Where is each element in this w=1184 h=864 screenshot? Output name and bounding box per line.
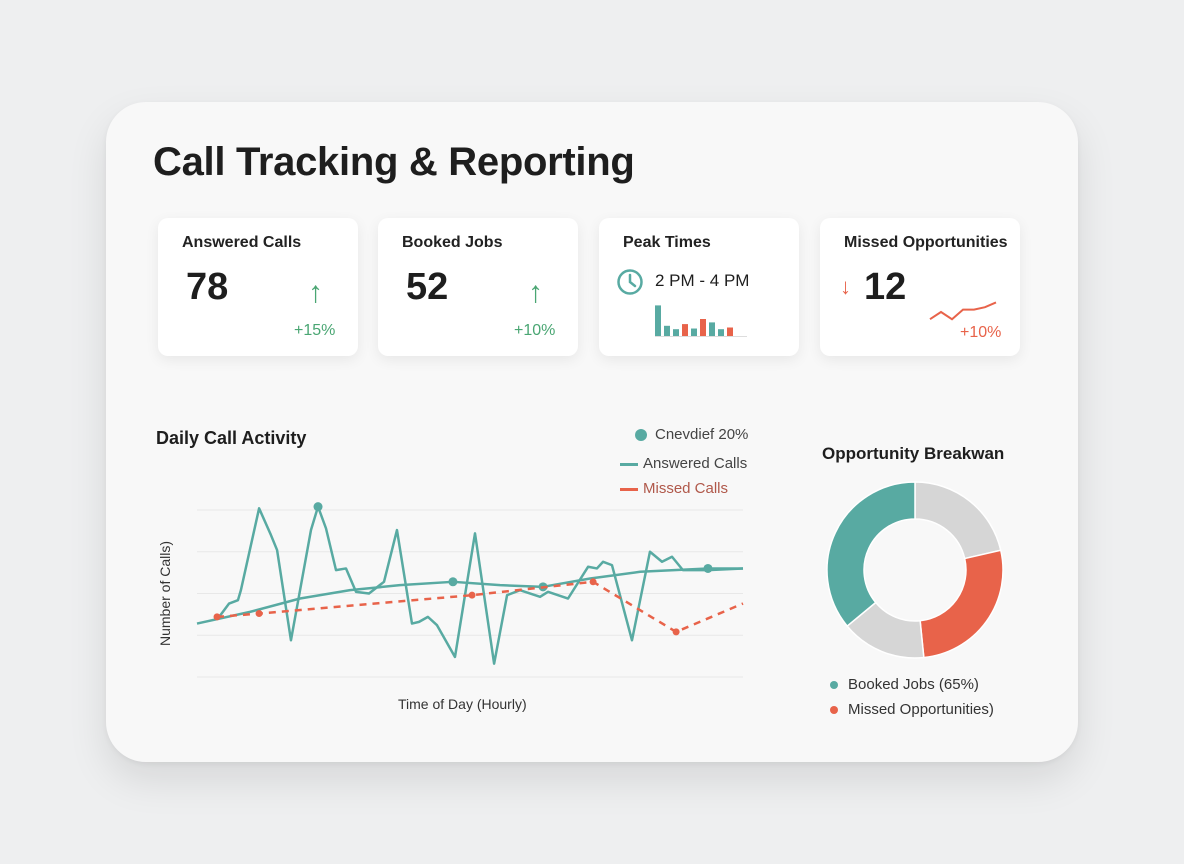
card-label: Missed Opportunities [844, 234, 1008, 251]
data-point [313, 502, 323, 512]
legend-label: Missed Opportunities) [848, 701, 994, 718]
donut-slice-other [914, 481, 1002, 560]
series-missed-calls [216, 580, 744, 634]
missed-opportunities-card[interactable]: Missed Opportunities ↓ 12 +10% [820, 218, 1020, 356]
data-point [672, 628, 680, 636]
card-change: +10% [514, 322, 556, 339]
legend-dot-icon [830, 706, 838, 715]
donut-slice-missed-opportunities [919, 549, 1004, 659]
data-point [255, 610, 263, 618]
answered-calls-card[interactable]: Answered Calls 78 ↑ +15% [158, 218, 358, 356]
legend-item: Booked Jobs (65%) [830, 676, 979, 693]
data-point [589, 578, 597, 586]
peak-bar [691, 328, 697, 336]
legend-item: Missed Calls [620, 480, 728, 497]
data-point [703, 563, 713, 573]
card-label: Booked Jobs [402, 234, 503, 251]
legend-item: Cnevdief 20% [635, 426, 748, 443]
data-point [468, 591, 476, 599]
peak-bars-chart [655, 305, 747, 337]
donut-slice-booked-jobs [826, 481, 916, 628]
opportunity-donut [826, 481, 1004, 659]
arrow-up-icon: ↑ [308, 276, 323, 309]
arrow-up-icon: ↑ [528, 276, 543, 309]
opportunity-title: Opportunity Breakwan [822, 444, 1005, 463]
card-value: 78 [186, 266, 229, 308]
y-axis-label: Number of Calls) [157, 540, 173, 646]
peak-times-card[interactable]: Peak Times 2 PM - 4 PM [599, 218, 799, 356]
arrow-down-icon: ↓ [840, 274, 851, 299]
legend-line-icon [620, 462, 638, 466]
data-point [448, 577, 458, 587]
peak-bar [682, 324, 688, 336]
daily-activity-title: Daily Call Activity [156, 428, 307, 448]
data-point [213, 613, 221, 621]
card-change: +10% [960, 324, 1002, 341]
series-answered-calls [216, 505, 744, 665]
legend-dot-icon [635, 429, 647, 442]
card-value: 12 [864, 266, 907, 308]
legend-item: Missed Opportunities) [830, 701, 994, 718]
legend-label: Cnevdief 20% [655, 426, 749, 443]
legend-dot-icon [830, 681, 838, 690]
card-change: +15% [294, 322, 336, 339]
peak-bar [700, 319, 706, 336]
legend-label: Missed Calls [643, 480, 729, 497]
card-label: Answered Calls [182, 234, 302, 251]
x-axis-label: Time of Day (Hourly) [398, 696, 527, 712]
legend-item: Answered Calls [620, 455, 747, 472]
booked-jobs-card[interactable]: Booked Jobs 52 ↑ +10% [378, 218, 578, 356]
peak-bar [664, 325, 670, 336]
peak-bar [709, 322, 715, 336]
page-title: Call Tracking & Reporting [153, 140, 635, 184]
card-value: 52 [406, 266, 449, 308]
peak-bar [727, 327, 733, 336]
peak-bar [655, 305, 661, 336]
card-label: Peak Times [623, 234, 711, 251]
clock-icon [617, 269, 643, 295]
legend-line-icon [620, 487, 638, 491]
sparkline-line [929, 301, 997, 321]
legend-label: Answered Calls [643, 455, 748, 472]
peak-bar [718, 329, 724, 336]
series-trend [196, 567, 743, 625]
missed-sparkline [929, 301, 997, 321]
peak-time-range: 2 PM - 4 PM [655, 271, 750, 290]
peak-bar [673, 329, 679, 336]
legend-label: Booked Jobs (65%) [848, 676, 979, 693]
